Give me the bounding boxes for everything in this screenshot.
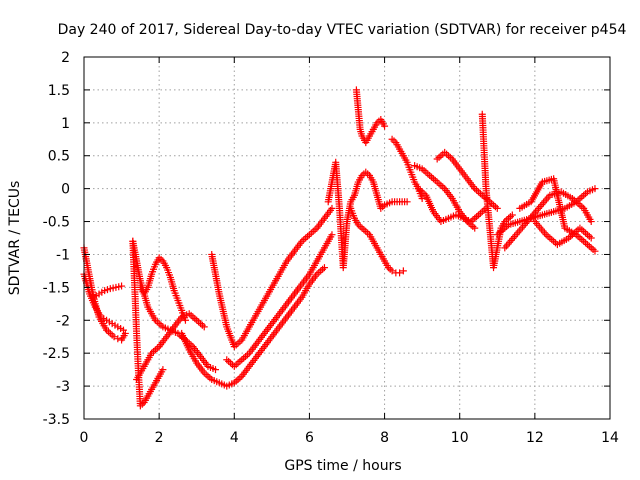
data-point [114,335,122,343]
data-point [212,366,219,374]
x-tick-label: 2 [155,430,164,446]
y-tick-label: -0.5 [43,215,70,231]
x-tick-labels: 0 2 4 6 8 10 12 14 [80,430,619,446]
data-point [471,224,479,232]
data-points [80,86,599,410]
y-tick-label: -3.5 [43,412,70,428]
x-axis-label: GPS time / hours [284,458,401,474]
x-tick-label: 8 [380,430,389,446]
y-tick-label: 2 [61,50,70,66]
data-point [403,198,411,206]
data-point [181,316,189,324]
x-tick-label: 10 [451,430,469,446]
chart-title: Day 240 of 2017, Sidereal Day-to-day VTE… [58,22,627,38]
y-tick-label: 0 [61,182,70,198]
axis-ticks [83,56,611,420]
y-tick-label: 0.5 [48,149,70,165]
plot-frame [83,56,611,420]
data-point [110,333,118,341]
y-tick-label: 1.5 [48,83,70,99]
data-point [159,366,167,374]
data-point [493,204,501,212]
data-point [119,326,127,334]
y-tick-label: 1 [61,116,70,132]
y-tick-label: -1.5 [43,280,70,296]
x-tick-label: 0 [80,430,89,446]
x-tick-label: 14 [601,430,619,446]
data-point [328,204,336,212]
data-point [320,264,328,272]
data-point [200,323,208,331]
data-point [118,282,126,290]
data-point [328,231,336,239]
data-point [508,211,516,219]
grid-lines [84,57,610,419]
y-tick-label: -1 [56,247,70,263]
data-point [418,195,426,203]
data-point [399,267,407,275]
data-point [591,185,599,193]
data-point [396,269,404,277]
data-point [587,218,595,226]
data-point [591,247,599,255]
data-point [381,122,389,130]
y-tick-labels: -3.5 -3 -2.5 -2 -1.5 -1 -0.5 0 0.5 1 1.5 2 [43,50,70,428]
y-tick-label: -2 [56,313,70,329]
y-axis-label: SDTVAR / TECUs [7,181,23,296]
data-point [388,267,396,275]
data-point [587,234,595,242]
x-tick-label: 4 [230,430,239,446]
y-tick-label: -3 [56,379,70,395]
y-tick-label: -2.5 [43,346,70,362]
x-tick-label: 12 [526,430,544,446]
x-tick-label: 6 [305,430,314,446]
